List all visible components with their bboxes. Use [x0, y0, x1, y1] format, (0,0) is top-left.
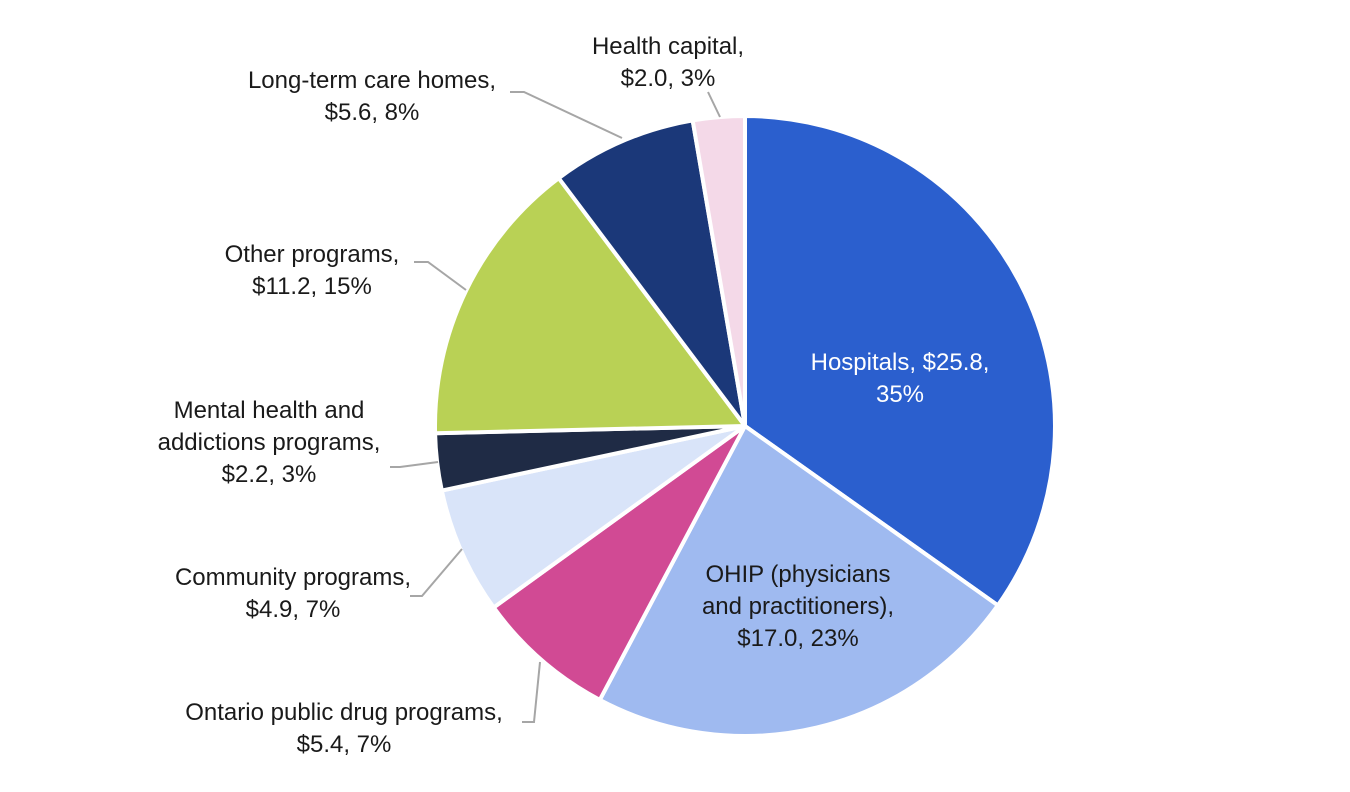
leader-line-community-programs [410, 548, 463, 597]
pie-slice-ohip-physicians-and-practitioners [597, 424, 1000, 738]
slice-label-line: and practitioners), [702, 593, 894, 620]
slice-label-line: $11.2, 15% [252, 273, 372, 300]
slice-label-line: $5.4, 7% [297, 731, 392, 758]
leader-line-mental-health-and-addictions-programs [390, 461, 439, 468]
slice-label-other-programs: Other programs, $11.2, 15% [225, 241, 400, 300]
slice-label-health-capital: Health capital, $2.0, 3% [592, 33, 744, 92]
pie-slice-ontario-public-drug-programs [491, 424, 747, 702]
slice-label-line: $17.0, 23% [737, 625, 858, 652]
leader-line-other-programs [414, 261, 467, 291]
slice-label-line: $2.2, 3% [222, 461, 317, 488]
slice-label-line: Long-term care homes, [248, 67, 496, 94]
pie-slice-hospitals [743, 114, 1057, 608]
slice-label-line: $2.0, 3% [621, 65, 716, 92]
leader-line-long-term-care-homes [510, 91, 623, 139]
pie-slice-community-programs [439, 424, 747, 610]
labels-layer: Hospitals, $25.8, 35% OHIP (physicians and … [158, 33, 990, 758]
slice-label-mental-health-and-addictions-programs: Mental health and addictions programs, $2.… [158, 397, 381, 488]
slice-label-line: Other programs, [225, 241, 400, 268]
slice-label-line: Ontario public drug programs, [185, 699, 502, 726]
slice-label-long-term-care-homes: Long-term care homes, $5.6, 8% [248, 67, 496, 126]
leader-lines-layer [390, 91, 721, 723]
pie-slice-long-term-care-homes [556, 118, 747, 428]
slice-label-ohip-physicians-and-practitioners: OHIP (physicians and practitioners), $17.0… [702, 561, 894, 652]
slice-label-line: Hospitals, $25.8, [811, 349, 990, 376]
slice-label-line: 35% [876, 381, 924, 408]
slice-label-line: $5.6, 8% [325, 99, 420, 126]
slice-label-community-programs: Community programs, $4.9, 7% [175, 564, 411, 623]
leader-line-ontario-public-drug-programs [522, 661, 541, 723]
slice-label-line: addictions programs, [158, 429, 381, 456]
slice-label-line: Health capital, [592, 33, 744, 60]
slice-label-line: $4.9, 7% [246, 596, 341, 623]
pie-slice-other-programs [433, 176, 747, 436]
slice-label-hospitals: Hospitals, $25.8, 35% [811, 349, 990, 408]
slice-label-line: OHIP (physicians [706, 561, 891, 588]
leader-line-health-capital [707, 91, 721, 118]
slices-layer [433, 114, 1057, 738]
slice-label-ontario-public-drug-programs: Ontario public drug programs, $5.4, 7% [185, 699, 502, 758]
slice-label-line: Mental health and [174, 397, 365, 424]
pie-slice-health-capital [690, 114, 747, 428]
slice-label-line: Community programs, [175, 564, 411, 591]
